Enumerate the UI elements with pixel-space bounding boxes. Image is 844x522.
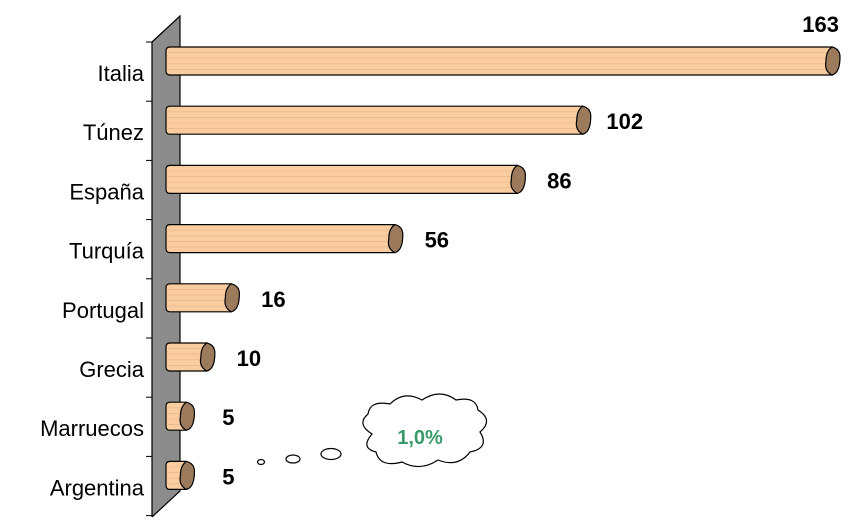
bars — [165, 46, 841, 491]
value-label: 163 — [802, 12, 839, 37]
bar-cap — [575, 105, 592, 135]
category-labels: Italia Túnez España Turquía Portugal Grecia Ma… — [40, 61, 145, 500]
bar-body — [165, 283, 232, 313]
bar — [165, 283, 240, 313]
axis-wall-panel — [151, 14, 181, 519]
bar-cap — [387, 223, 404, 254]
bar-cap — [224, 283, 240, 313]
value-label: 86 — [547, 168, 571, 193]
category-label: Portugal — [62, 298, 144, 323]
bar-body — [165, 224, 396, 254]
value-label: 5 — [222, 464, 234, 489]
bar-cap — [179, 401, 196, 431]
value-label: 102 — [606, 109, 643, 134]
bar — [165, 164, 526, 195]
category-label: Túnez — [83, 120, 144, 145]
thought-bubble-small — [256, 458, 266, 466]
bar-body — [165, 164, 518, 194]
value-label: 10 — [237, 346, 261, 371]
bar — [165, 342, 216, 372]
thought-bubble-medium — [285, 454, 301, 464]
category-label: Italia — [98, 61, 145, 86]
callout-text: 1,0% — [397, 427, 443, 449]
bar-body — [165, 342, 208, 372]
thought-cloud — [362, 393, 488, 468]
value-label: 56 — [425, 228, 449, 253]
value-label: 5 — [222, 405, 234, 430]
bar-cap — [179, 460, 196, 491]
thought-bubble-large — [320, 447, 342, 461]
bar — [165, 401, 196, 431]
category-label: Turquía — [69, 239, 145, 264]
bar-cap — [510, 164, 526, 195]
value-labels: 163 102 86 56 16 10 5 5 — [222, 12, 839, 489]
value-label: 16 — [261, 287, 285, 312]
bar — [165, 105, 592, 135]
category-label: España — [69, 179, 144, 204]
bar-body — [165, 46, 833, 76]
bar-body — [165, 105, 584, 135]
axis-wall — [146, 14, 181, 519]
bar — [165, 460, 196, 491]
category-label: Argentina — [50, 475, 145, 500]
category-label: Grecia — [79, 357, 145, 382]
category-label: Marruecos — [40, 416, 144, 441]
bar-cap — [199, 342, 216, 372]
thought-callout: 1,0% — [256, 393, 488, 468]
bar-cap — [825, 46, 841, 76]
bar — [165, 46, 841, 76]
bar — [165, 223, 404, 254]
